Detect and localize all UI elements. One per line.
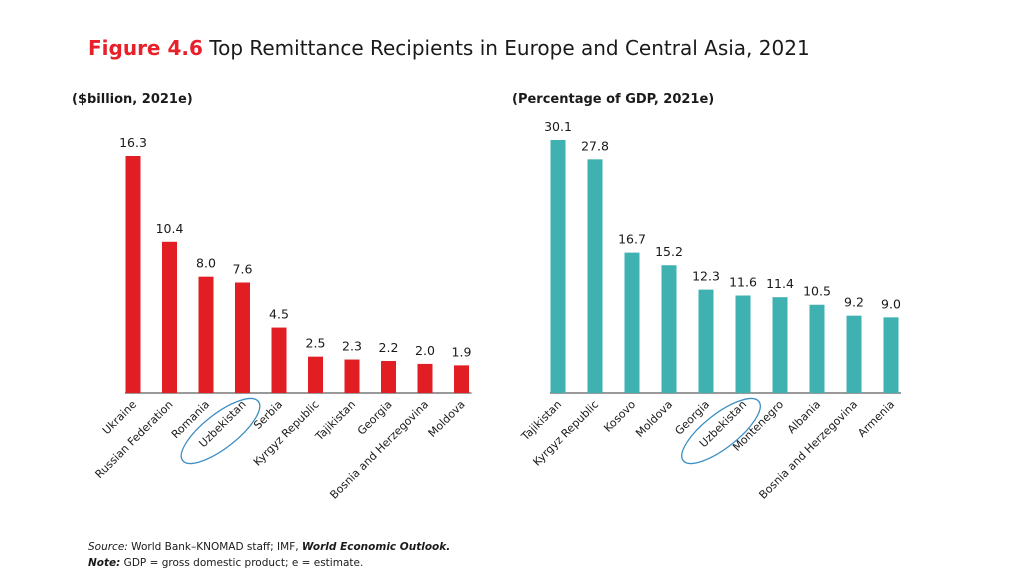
left-bar-russian-federation xyxy=(162,241,177,393)
left-value-label: 2.0 xyxy=(415,343,435,358)
figure-title: Figure 4.6 Top Remittance Recipients in … xyxy=(88,36,810,60)
left-bar-ukraine xyxy=(125,156,141,393)
left-bar-bosnia-and-herzegovina xyxy=(417,363,433,393)
right-bar-kosovo xyxy=(624,252,640,393)
left-chart-unit-label: ($billion, 2021e) xyxy=(72,92,193,107)
left-value-label: 10.4 xyxy=(156,221,184,236)
note-label: Note: xyxy=(88,557,121,569)
right-value-label: 30.1 xyxy=(544,119,572,134)
left-bar-serbia xyxy=(271,327,287,393)
right-chart-unit-label: (Percentage of GDP, 2021e) xyxy=(512,92,715,107)
right-value-label: 10.5 xyxy=(803,284,831,299)
right-bar-montenegro xyxy=(772,297,788,393)
note-text: GDP = gross domestic product; e = estima… xyxy=(120,557,364,569)
source-publication: World Economic Outlook. xyxy=(301,541,451,553)
note-footnote: Note: GDP = gross domestic product; e = … xyxy=(88,557,363,569)
right-value-label: 27.8 xyxy=(581,138,609,153)
right-bar-albania xyxy=(809,304,825,393)
right-highlight-ellipse xyxy=(681,397,761,465)
left-value-label: 4.5 xyxy=(269,307,289,322)
right-value-label: 15.2 xyxy=(655,244,683,259)
right-bar-tajikistan xyxy=(550,140,566,393)
right-bar-georgia xyxy=(698,289,714,393)
source-footnote: Source: World Bank–KNOMAD staff; IMF, Wo… xyxy=(88,541,450,553)
left-value-label: 2.3 xyxy=(342,339,362,354)
right-value-label: 9.0 xyxy=(881,296,901,311)
source-text: World Bank–KNOMAD staff; IMF, xyxy=(127,541,302,553)
left-value-label: 1.9 xyxy=(452,344,472,359)
left-bar-romania xyxy=(198,276,214,393)
right-category-label: Armenia xyxy=(855,398,897,440)
source-label: Source: xyxy=(88,541,128,553)
left-highlight-ellipse xyxy=(180,397,261,465)
left-bar-kyrgyz-republic xyxy=(308,356,323,393)
right-bar-uzbekistan xyxy=(735,295,751,393)
left-value-label: 16.3 xyxy=(119,135,147,150)
right-bar-armenia xyxy=(883,317,899,393)
right-value-label: 11.6 xyxy=(729,274,757,289)
right-category-label: Kosovo xyxy=(601,398,638,435)
right-bar-moldova xyxy=(661,265,677,393)
left-bar-moldova xyxy=(454,365,469,393)
left-value-label: 8.0 xyxy=(196,256,216,271)
figure-number: Figure 4.6 xyxy=(88,36,203,60)
right-bar-kyrgyz-republic xyxy=(587,159,603,393)
right-value-label: 9.2 xyxy=(844,295,864,310)
left-bar-tajikistan xyxy=(344,359,360,393)
left-value-label: 2.5 xyxy=(306,336,326,351)
left-value-label: 7.6 xyxy=(233,261,253,276)
right-category-label: Kyrgyz Republic xyxy=(530,398,601,469)
figure-title-text: Top Remittance Recipients in Europe and … xyxy=(209,36,810,60)
left-value-label: 2.2 xyxy=(379,340,399,355)
right-bar-bosnia-and-herzegovina xyxy=(846,315,862,393)
left-bar-uzbekistan xyxy=(235,282,250,393)
right-value-label: 16.7 xyxy=(618,232,646,247)
right-category-label: Moldova xyxy=(633,398,675,440)
right-value-label: 12.3 xyxy=(692,269,720,284)
left-bar-georgia xyxy=(381,361,396,393)
right-value-label: 11.4 xyxy=(766,276,794,291)
